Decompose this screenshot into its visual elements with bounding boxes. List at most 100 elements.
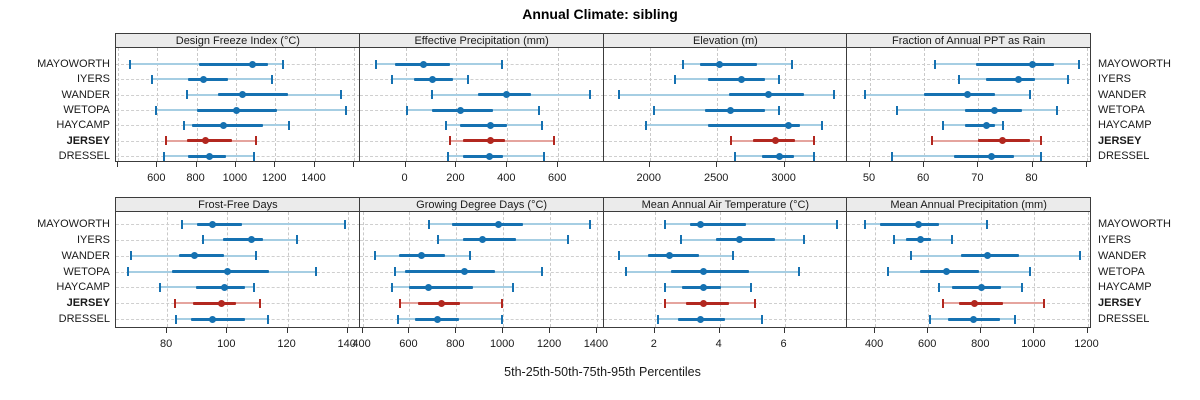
panel-header: Fraction of Annual PPT as Rain xyxy=(846,33,1091,48)
median-dot xyxy=(434,315,442,323)
gridline-vertical xyxy=(287,212,289,327)
axis-tick xyxy=(557,162,559,167)
axis-tick xyxy=(286,328,288,333)
whisker-cap xyxy=(896,105,899,115)
whisker-cap xyxy=(1001,120,1004,130)
interquartile-bar xyxy=(404,270,495,273)
whisker-cap xyxy=(344,105,347,115)
station-label-right: WANDER xyxy=(1098,249,1147,262)
median-dot xyxy=(208,315,216,323)
whisker-cap xyxy=(543,151,546,161)
median-dot xyxy=(772,137,780,145)
axis-tick-label: 50 xyxy=(862,172,876,184)
whisker-cap xyxy=(760,314,763,324)
median-dot xyxy=(1015,75,1023,83)
axis-tick-label: 70 xyxy=(971,172,984,184)
axis-tick-label: 400 xyxy=(497,172,516,184)
interquartile-bar xyxy=(463,238,517,242)
interquartile-bar xyxy=(451,222,524,226)
whisker-cap xyxy=(813,136,816,146)
gridline-vertical xyxy=(649,48,651,161)
axis-tick-label: 1000 xyxy=(222,172,248,184)
station-label-left: JERSEY xyxy=(66,297,110,310)
interquartile-bar xyxy=(953,154,1014,158)
whisker-cap xyxy=(645,120,648,130)
median-dot xyxy=(915,220,923,228)
gridline-vertical xyxy=(196,48,198,161)
gridline-vertical xyxy=(117,48,119,161)
station-label-right: HAYCAMP xyxy=(1098,281,1152,294)
axis-tick xyxy=(783,162,785,167)
panel-header: Mean Annual Air Temperature (°C) xyxy=(602,197,848,212)
axis-tick xyxy=(352,162,354,167)
whisker-cap xyxy=(163,151,166,161)
whisker-cap xyxy=(253,282,256,292)
interquartile-bar xyxy=(197,222,243,226)
median-dot xyxy=(699,299,707,307)
interquartile-bar xyxy=(462,139,505,143)
median-dot xyxy=(665,252,673,260)
interquartile-bar xyxy=(975,62,1055,66)
whisker-cap xyxy=(259,298,262,308)
gridline-vertical xyxy=(1032,48,1034,161)
axis-tick xyxy=(361,328,363,333)
panel-plot xyxy=(358,212,604,328)
whisker-cap xyxy=(266,314,269,324)
axis-tick xyxy=(980,328,982,333)
axis-tick-label: 400 xyxy=(352,338,371,350)
axis-tick xyxy=(549,328,551,333)
whisker-cap xyxy=(1078,251,1081,261)
whisker-cap xyxy=(749,282,752,292)
gridline-vertical xyxy=(157,48,159,161)
whisker-cap xyxy=(1066,74,1069,84)
whisker-cap xyxy=(375,59,378,69)
station-label-left: IYERS xyxy=(76,73,110,86)
panel-plot xyxy=(115,212,360,328)
median-dot xyxy=(461,268,469,275)
interquartile-bar xyxy=(171,270,270,273)
gridline-vertical xyxy=(275,48,277,161)
gridline-vertical xyxy=(456,48,458,161)
whisker-cap xyxy=(295,235,298,245)
median-dot xyxy=(696,220,704,228)
station-label-left: MAYOWORTH xyxy=(37,58,110,70)
whisker-cap xyxy=(887,267,890,276)
whisker-cap xyxy=(1039,136,1042,146)
median-dot xyxy=(419,60,427,68)
whisker-cap xyxy=(271,74,274,84)
whisker-cap xyxy=(254,136,257,146)
whisker-cap xyxy=(315,267,318,276)
median-dot xyxy=(964,91,971,99)
axis-tick xyxy=(977,162,979,167)
row-guide-line xyxy=(847,239,1090,241)
whisker-cap xyxy=(588,219,591,229)
axis-tick-label: 1000 xyxy=(1021,338,1046,350)
whisker-cap xyxy=(553,136,556,146)
whisker-cap xyxy=(754,298,757,308)
interquartile-bar xyxy=(192,301,237,305)
median-dot xyxy=(233,106,241,114)
gridline-vertical xyxy=(719,212,721,327)
axis-tick xyxy=(874,328,876,333)
whisker-cap xyxy=(151,74,154,84)
gridline-vertical xyxy=(1086,48,1088,161)
gridline-vertical xyxy=(235,48,237,161)
axis-tick-label: 2500 xyxy=(703,172,729,184)
median-dot xyxy=(699,283,707,291)
median-dot xyxy=(220,283,228,291)
axis-tick-label: 100 xyxy=(217,338,236,350)
interquartile-bar xyxy=(716,238,775,242)
whisker-cap xyxy=(396,314,399,324)
gridline-vertical xyxy=(928,212,930,327)
interquartile-bar xyxy=(218,93,288,97)
station-label-left: DRESSEL xyxy=(58,313,110,325)
whisker-cap xyxy=(130,251,133,261)
gridline-vertical xyxy=(978,48,980,161)
panel-header: Elevation (m) xyxy=(602,33,848,48)
gridline-vertical xyxy=(405,48,407,161)
panel-plot xyxy=(602,48,848,162)
median-dot xyxy=(417,252,425,260)
axis-tick xyxy=(313,162,315,167)
interquartile-bar xyxy=(708,123,801,127)
whisker-cap xyxy=(618,90,621,100)
